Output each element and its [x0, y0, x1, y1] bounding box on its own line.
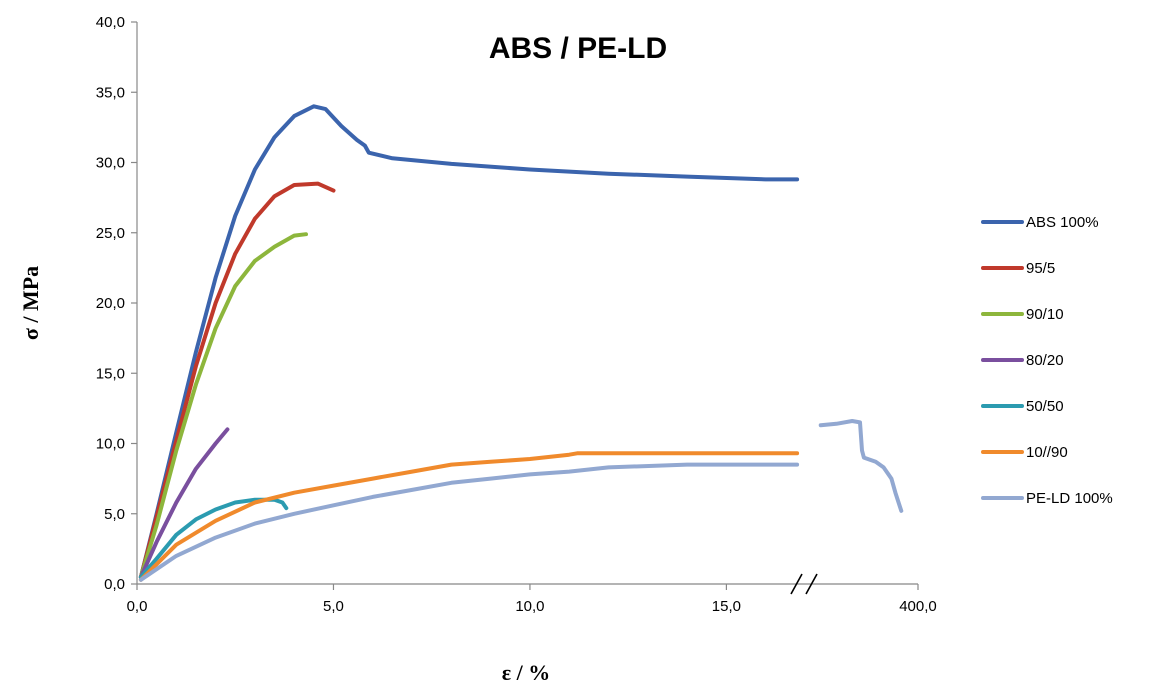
y-tick-label: 25,0 [96, 225, 125, 242]
legend-label: 50/50 [1026, 398, 1064, 415]
y-tick-label: 5,0 [104, 506, 125, 523]
y-axis-title: σ / MPa [18, 266, 43, 340]
chart-title: ABS / PE-LD [489, 32, 667, 65]
legend-label: PE-LD 100% [1026, 490, 1113, 507]
x-tick-label: 0,0 [127, 598, 148, 615]
x-tick-label: 15,0 [712, 598, 741, 615]
y-tick-label: 30,0 [96, 155, 125, 172]
series-line [138, 427, 230, 579]
series-line [138, 451, 800, 582]
series-line-extended [818, 419, 904, 513]
series-line [138, 462, 800, 582]
plot-area: 0,0 5,0 10,0 15,0 20,0 25,0 30,0 35,0 40,0 0,0 5,… [96, 14, 937, 615]
x-tick-label: 400,0 [899, 598, 937, 615]
series-line [138, 497, 289, 579]
y-tick-label: 20,0 [96, 295, 125, 312]
x-tick-label: 10,0 [515, 598, 544, 615]
legend-label: ABS 100% [1026, 214, 1099, 231]
legend-label: 10//90 [1026, 444, 1068, 461]
legend-label: 80/20 [1026, 352, 1064, 369]
x-tick-label: 5,0 [323, 598, 344, 615]
y-tick-label: 0,0 [104, 576, 125, 593]
legend-label: 95/5 [1026, 260, 1055, 277]
y-tick-label: 40,0 [96, 14, 125, 31]
axis-break-mark-right [805, 573, 818, 595]
series-line [138, 104, 800, 579]
y-tick-label: 10,0 [96, 436, 125, 453]
series-layer [138, 104, 904, 582]
series-line [138, 181, 336, 579]
series-line [138, 232, 308, 579]
y-tick-label: 15,0 [96, 365, 125, 382]
axis-break-mark-left [790, 573, 803, 595]
x-axis-title: ε / % [502, 660, 551, 685]
x-axis-ticks: 0,0 5,0 10,0 15,0 400,0 [127, 584, 937, 615]
y-tick-label: 35,0 [96, 84, 125, 101]
legend-label: 90/10 [1026, 306, 1064, 323]
legend: ABS 100% 95/5 90/10 80/20 50/50 10//90 PE-LD 1… [981, 214, 1113, 507]
y-axis-ticks: 0,0 5,0 10,0 15,0 20,0 25,0 30,0 35,0 40,0 [96, 14, 137, 593]
